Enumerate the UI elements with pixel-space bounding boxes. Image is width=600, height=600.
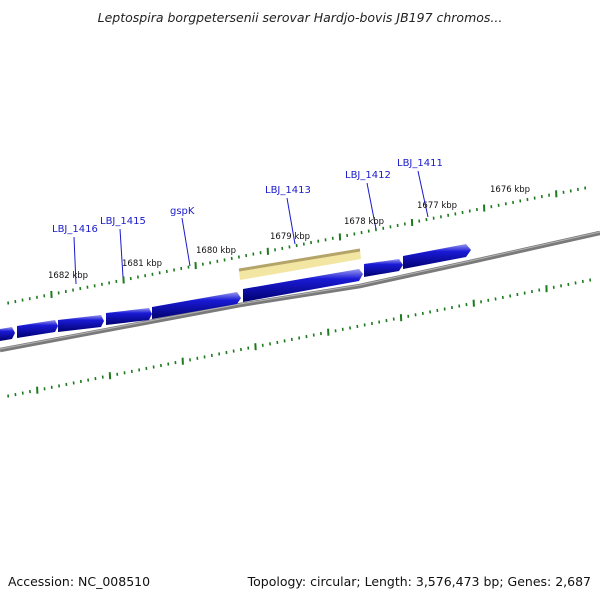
gene-label-lbj-1415[interactable]: LBJ_1415 <box>100 216 146 227</box>
gene-arrow[interactable] <box>106 308 152 325</box>
gene-label-gspk[interactable]: gspK <box>170 206 195 217</box>
genome-summary-text: Topology: circular; Length: 3,576,473 bp… <box>247 574 591 589</box>
gene-arrow[interactable] <box>364 259 403 277</box>
gene-track <box>0 244 471 341</box>
tick-label-1680-kbp: 1680 kbp <box>196 246 236 256</box>
gene-arrow[interactable] <box>403 244 471 269</box>
map-title: Leptospira borgpetersenii serovar Hardjo… <box>98 10 503 25</box>
accession-text: Accession: NC_008510 <box>8 574 150 589</box>
gene-arrow[interactable] <box>58 315 104 332</box>
selected-region[interactable] <box>238 248 361 280</box>
gene-arrow[interactable] <box>0 327 15 341</box>
tick-label-1677-kbp: 1677 kbp <box>417 201 457 211</box>
outer-tick-ring <box>7 186 587 305</box>
gene-label-lbj-1413[interactable]: LBJ_1413 <box>265 185 311 196</box>
tick-label-1681-kbp: 1681 kbp <box>122 259 162 269</box>
tick-label-1678-kbp: 1678 kbp <box>344 217 384 227</box>
tick-label-1679-kbp: 1679 kbp <box>270 232 310 242</box>
chromosome-backbone <box>0 230 600 353</box>
inner-tick-ring <box>7 278 592 398</box>
gene-label-lbj-1412[interactable]: LBJ_1412 <box>345 170 391 181</box>
tick-label-1682-kbp: 1682 kbp <box>48 271 88 281</box>
gene-arrow[interactable] <box>243 269 363 302</box>
tick-label-1676-kbp: 1676 kbp <box>490 185 530 195</box>
gene-label-leaders <box>73 170 429 285</box>
gene-label-lbj-1416[interactable]: LBJ_1416 <box>52 224 98 235</box>
gene-arrow[interactable] <box>17 320 58 338</box>
gene-arrow[interactable] <box>152 292 241 319</box>
gene-label-lbj-1411[interactable]: LBJ_1411 <box>397 158 443 169</box>
